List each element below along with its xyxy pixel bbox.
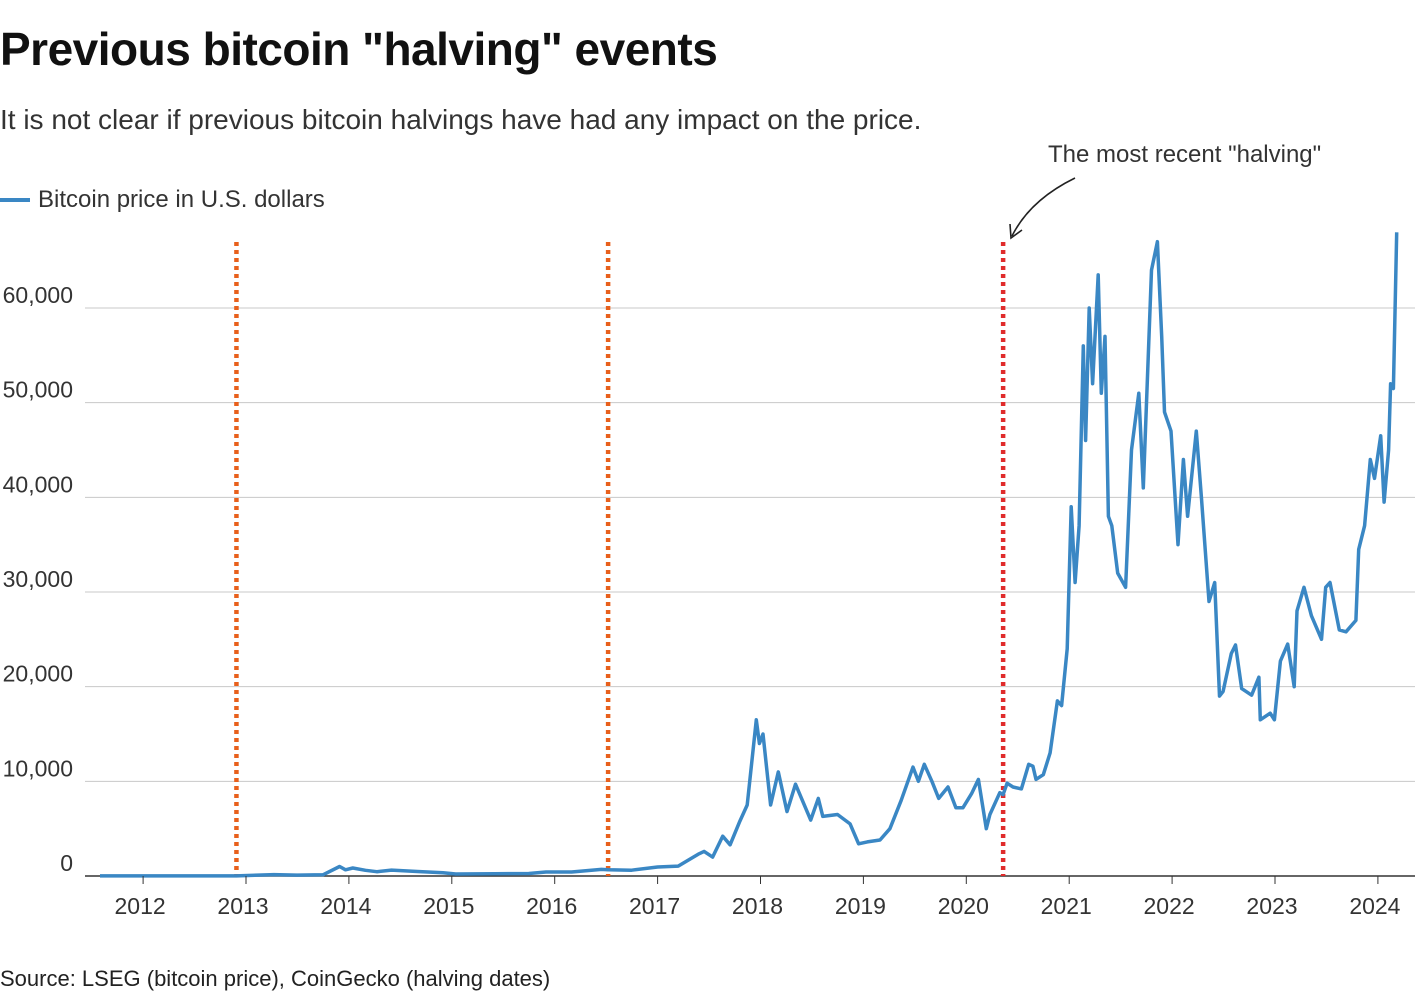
x-tick-label: 2018 xyxy=(732,893,783,919)
x-tick-label: 2024 xyxy=(1349,893,1400,919)
chart-title: Previous bitcoin "halving" events xyxy=(0,23,718,75)
x-tick-label: 2021 xyxy=(1041,893,1092,919)
y-tick-label: 0 xyxy=(60,850,73,876)
x-tick-label: 2016 xyxy=(526,893,577,919)
x-tick-label: 2015 xyxy=(423,893,474,919)
x-tick-label: 2019 xyxy=(835,893,886,919)
legend: Bitcoin price in U.S. dollars xyxy=(0,186,325,214)
x-tick-label: 2012 xyxy=(115,893,166,919)
source-note: Source: LSEG (bitcoin price), CoinGecko … xyxy=(0,966,551,991)
y-tick-label: 30,000 xyxy=(3,566,73,592)
annotation-label: The most recent "halving" xyxy=(1048,141,1321,168)
x-tick-label: 2013 xyxy=(217,893,268,919)
legend-label: Bitcoin price in U.S. dollars xyxy=(38,186,325,213)
y-tick-label: 50,000 xyxy=(3,377,73,403)
arrow-head-icon xyxy=(1009,223,1023,240)
x-tick-label: 2014 xyxy=(320,893,371,919)
y-tick-label: 10,000 xyxy=(3,755,73,781)
price-line xyxy=(100,232,1399,878)
y-tick-label: 60,000 xyxy=(3,282,73,308)
x-tick-label: 2023 xyxy=(1246,893,1297,919)
x-tick-label: 2017 xyxy=(629,893,680,919)
x-tick-label: 2020 xyxy=(938,893,989,919)
y-tick-label: 20,000 xyxy=(3,661,73,687)
x-tick-label: 2022 xyxy=(1144,893,1195,919)
y-tick-label: 40,000 xyxy=(3,471,73,497)
chart-subtitle: It is not clear if previous bitcoin halv… xyxy=(0,104,922,135)
legend-swatch xyxy=(0,198,30,202)
annotation-arrow xyxy=(1011,177,1076,237)
